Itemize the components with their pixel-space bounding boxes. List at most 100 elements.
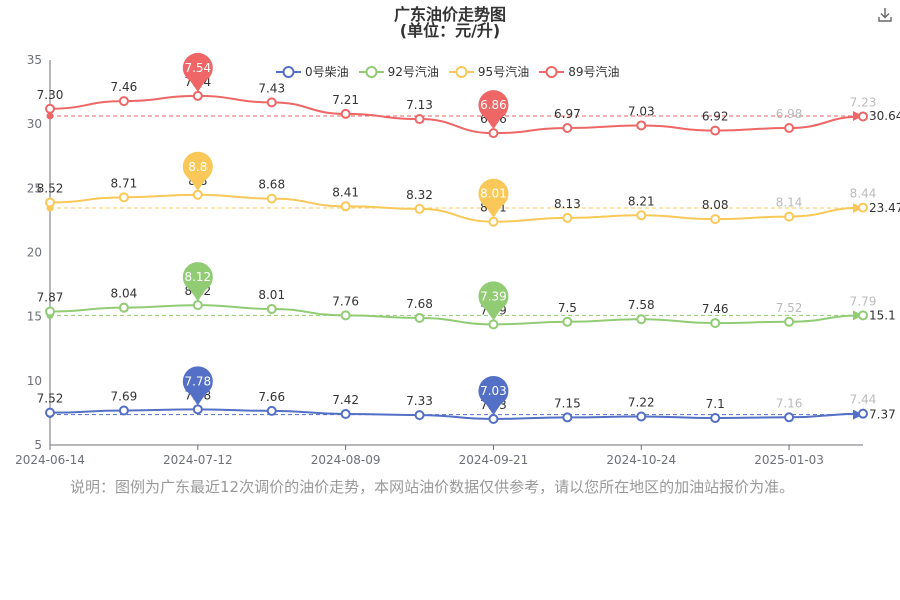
data-label: 7.42 xyxy=(332,393,359,407)
data-label: 7.69 xyxy=(111,389,138,403)
data-label: 7.13 xyxy=(406,98,433,112)
data-point xyxy=(710,413,721,424)
data-label: 8.52 xyxy=(37,181,64,195)
data-label: 7.46 xyxy=(702,302,729,316)
data-label: 7.16 xyxy=(776,396,803,410)
data-point xyxy=(488,413,499,424)
min-pin-label: 7.03 xyxy=(480,384,507,398)
data-point xyxy=(710,318,721,329)
data-point xyxy=(784,316,795,327)
data-label: 7.03 xyxy=(628,104,655,118)
data-label: 7.66 xyxy=(258,390,285,404)
data-point xyxy=(710,214,721,225)
max-pin-label: 7.78 xyxy=(184,374,211,388)
chart-subtitle: (单位：元/升) xyxy=(399,21,501,40)
min-pin xyxy=(478,90,509,121)
average-label: 7.37 xyxy=(869,408,896,422)
min-pin xyxy=(478,375,509,406)
data-point xyxy=(488,319,499,330)
data-point xyxy=(562,212,573,223)
data-point xyxy=(340,408,351,419)
legend-item[interactable]: 0号柴油 xyxy=(276,63,349,80)
data-label: 8.04 xyxy=(111,287,138,301)
data-label: 8.13 xyxy=(554,197,581,211)
y-tick-label: 30 xyxy=(27,117,42,131)
legend-item[interactable]: 89号汽油 xyxy=(539,63,619,80)
data-label: 8.32 xyxy=(406,188,433,202)
data-label: 6.98 xyxy=(776,107,803,121)
legend-item[interactable]: 92号汽油 xyxy=(358,63,439,80)
average-label: 30.64 xyxy=(869,109,900,123)
data-point xyxy=(562,412,573,423)
data-point xyxy=(266,193,277,204)
data-point xyxy=(562,123,573,134)
legend-label: 92号汽油 xyxy=(387,65,439,79)
data-point xyxy=(118,302,129,313)
y-tick-label: 20 xyxy=(27,246,42,260)
max-pin xyxy=(182,151,213,182)
max-pin xyxy=(182,262,213,293)
data-label: 7.43 xyxy=(258,81,285,95)
y-tick-label: 25 xyxy=(27,181,42,195)
legend-marker-icon xyxy=(276,65,301,78)
x-tick-label: 2024-08-09 xyxy=(311,453,381,467)
data-point xyxy=(784,211,795,222)
data-label: 7.46 xyxy=(111,80,138,94)
data-label: 7.21 xyxy=(332,93,359,107)
series-line xyxy=(49,408,864,420)
data-point xyxy=(340,108,351,119)
min-pin-label: 6.86 xyxy=(480,98,507,112)
min-pin-label: 7.39 xyxy=(480,289,507,303)
data-point xyxy=(562,316,573,327)
data-point xyxy=(710,125,721,136)
data-label: 8.21 xyxy=(628,194,655,208)
data-point xyxy=(414,312,425,323)
chart-title: 广东油价走势图 xyxy=(393,5,506,24)
x-tick-label: 2024-09-21 xyxy=(459,453,529,467)
average-label: 15.1 xyxy=(869,308,896,322)
legend-label: 89号汽油 xyxy=(568,65,620,79)
data-label: 6.97 xyxy=(554,107,581,121)
data-point xyxy=(340,310,351,321)
data-point xyxy=(784,123,795,134)
data-point xyxy=(488,128,499,139)
x-tick-label: 2025-01-03 xyxy=(754,453,824,467)
data-point xyxy=(45,407,55,418)
disclaimer-note: 说明：图例为广东最近12次调价的油价走势，本网站油价数据仅供参考，请以您所在地区… xyxy=(70,478,795,496)
data-point xyxy=(636,411,647,422)
data-point xyxy=(192,90,203,101)
data-point xyxy=(636,210,647,221)
data-point xyxy=(340,201,351,212)
x-tick-label: 2024-07-12 xyxy=(163,453,233,467)
data-label: 7.76 xyxy=(332,294,359,308)
data-point xyxy=(858,202,868,213)
download-icon[interactable] xyxy=(876,6,894,24)
data-label: 7.68 xyxy=(406,297,433,311)
max-pin-label: 7.54 xyxy=(184,61,211,75)
min-pin-label: 8.01 xyxy=(480,187,507,201)
data-point xyxy=(858,111,868,122)
data-point xyxy=(636,120,647,131)
data-label: 8.08 xyxy=(702,198,729,212)
min-pin xyxy=(478,281,509,312)
data-label: 8.71 xyxy=(111,176,138,190)
data-point xyxy=(192,404,203,415)
data-point xyxy=(266,97,277,108)
data-label: 7.33 xyxy=(406,394,433,408)
data-label: 7.87 xyxy=(37,291,64,305)
data-point xyxy=(858,310,868,321)
data-point xyxy=(414,203,425,214)
legend-item[interactable]: 95号汽油 xyxy=(448,63,529,80)
data-label: 7.79 xyxy=(850,294,877,308)
data-point xyxy=(192,300,203,311)
data-point xyxy=(45,306,55,317)
data-point xyxy=(858,408,868,419)
legend-marker-icon xyxy=(358,65,384,78)
data-point xyxy=(118,405,129,416)
max-pin-label: 8.8 xyxy=(188,160,207,174)
data-label: 6.92 xyxy=(702,110,729,124)
data-label: 8.41 xyxy=(332,185,359,199)
data-label: 7.15 xyxy=(554,396,581,410)
data-label: 7.30 xyxy=(37,88,64,102)
